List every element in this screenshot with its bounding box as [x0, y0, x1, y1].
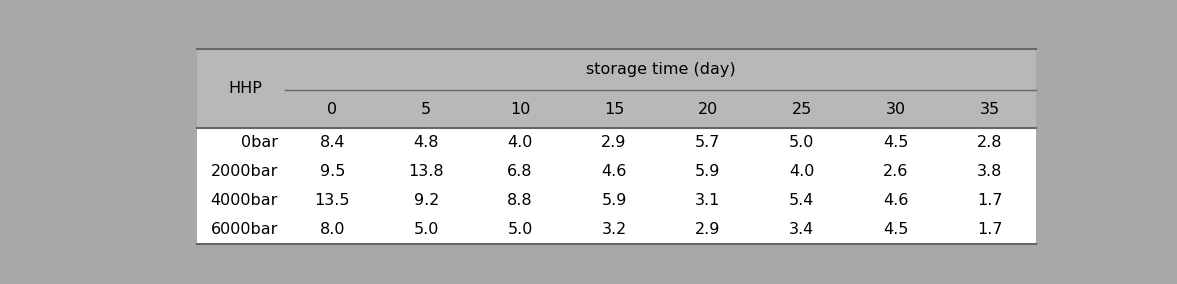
Text: storage time (day): storage time (day) [586, 62, 736, 77]
Text: 2.9: 2.9 [601, 135, 626, 150]
Text: 5.7: 5.7 [696, 135, 720, 150]
Bar [198, 215, 1037, 244]
Text: 15: 15 [604, 102, 624, 117]
Text: 4.5: 4.5 [883, 135, 909, 150]
Text: 4.8: 4.8 [413, 135, 439, 150]
Text: 1.7: 1.7 [977, 193, 1003, 208]
Text: 4.6: 4.6 [883, 193, 909, 208]
Text: HHP: HHP [228, 81, 262, 96]
Text: 9.2: 9.2 [413, 193, 439, 208]
Text: 5.9: 5.9 [696, 164, 720, 179]
Text: 5.0: 5.0 [789, 135, 814, 150]
Text: 20: 20 [698, 102, 718, 117]
Bar [198, 186, 1037, 215]
Text: 4.0: 4.0 [789, 164, 814, 179]
Text: 13.8: 13.8 [408, 164, 444, 179]
Text: 10: 10 [510, 102, 531, 117]
Text: 13.5: 13.5 [314, 193, 350, 208]
Text: 4000bar: 4000bar [211, 193, 278, 208]
Text: 0bar: 0bar [241, 135, 278, 150]
Text: 4.0: 4.0 [507, 135, 533, 150]
Text: 3.1: 3.1 [696, 193, 720, 208]
Text: 8.0: 8.0 [320, 222, 345, 237]
Text: 6.8: 6.8 [507, 164, 533, 179]
Text: 2.8: 2.8 [977, 135, 1003, 150]
Text: 3.4: 3.4 [789, 222, 814, 237]
Text: 9.5: 9.5 [320, 164, 345, 179]
Text: 0: 0 [327, 102, 338, 117]
Text: 5.0: 5.0 [507, 222, 533, 237]
Text: 3.2: 3.2 [601, 222, 626, 237]
Text: 3.8: 3.8 [977, 164, 1003, 179]
Text: 5.4: 5.4 [789, 193, 814, 208]
Text: 2000bar: 2000bar [211, 164, 278, 179]
Text: 6000bar: 6000bar [211, 222, 278, 237]
Text: 8.8: 8.8 [507, 193, 533, 208]
Text: 25: 25 [792, 102, 812, 117]
Text: 8.4: 8.4 [320, 135, 345, 150]
Text: 4.5: 4.5 [883, 222, 909, 237]
Text: 5: 5 [421, 102, 431, 117]
Text: 1.7: 1.7 [977, 222, 1003, 237]
Text: 4.6: 4.6 [601, 164, 626, 179]
Text: 5.9: 5.9 [601, 193, 626, 208]
Text: 30: 30 [885, 102, 906, 117]
Bar [198, 49, 1037, 128]
Bar [198, 128, 1037, 157]
Text: 2.9: 2.9 [696, 222, 720, 237]
Text: 2.6: 2.6 [883, 164, 909, 179]
Text: 5.0: 5.0 [413, 222, 439, 237]
Text: 35: 35 [979, 102, 999, 117]
Bar [198, 157, 1037, 186]
